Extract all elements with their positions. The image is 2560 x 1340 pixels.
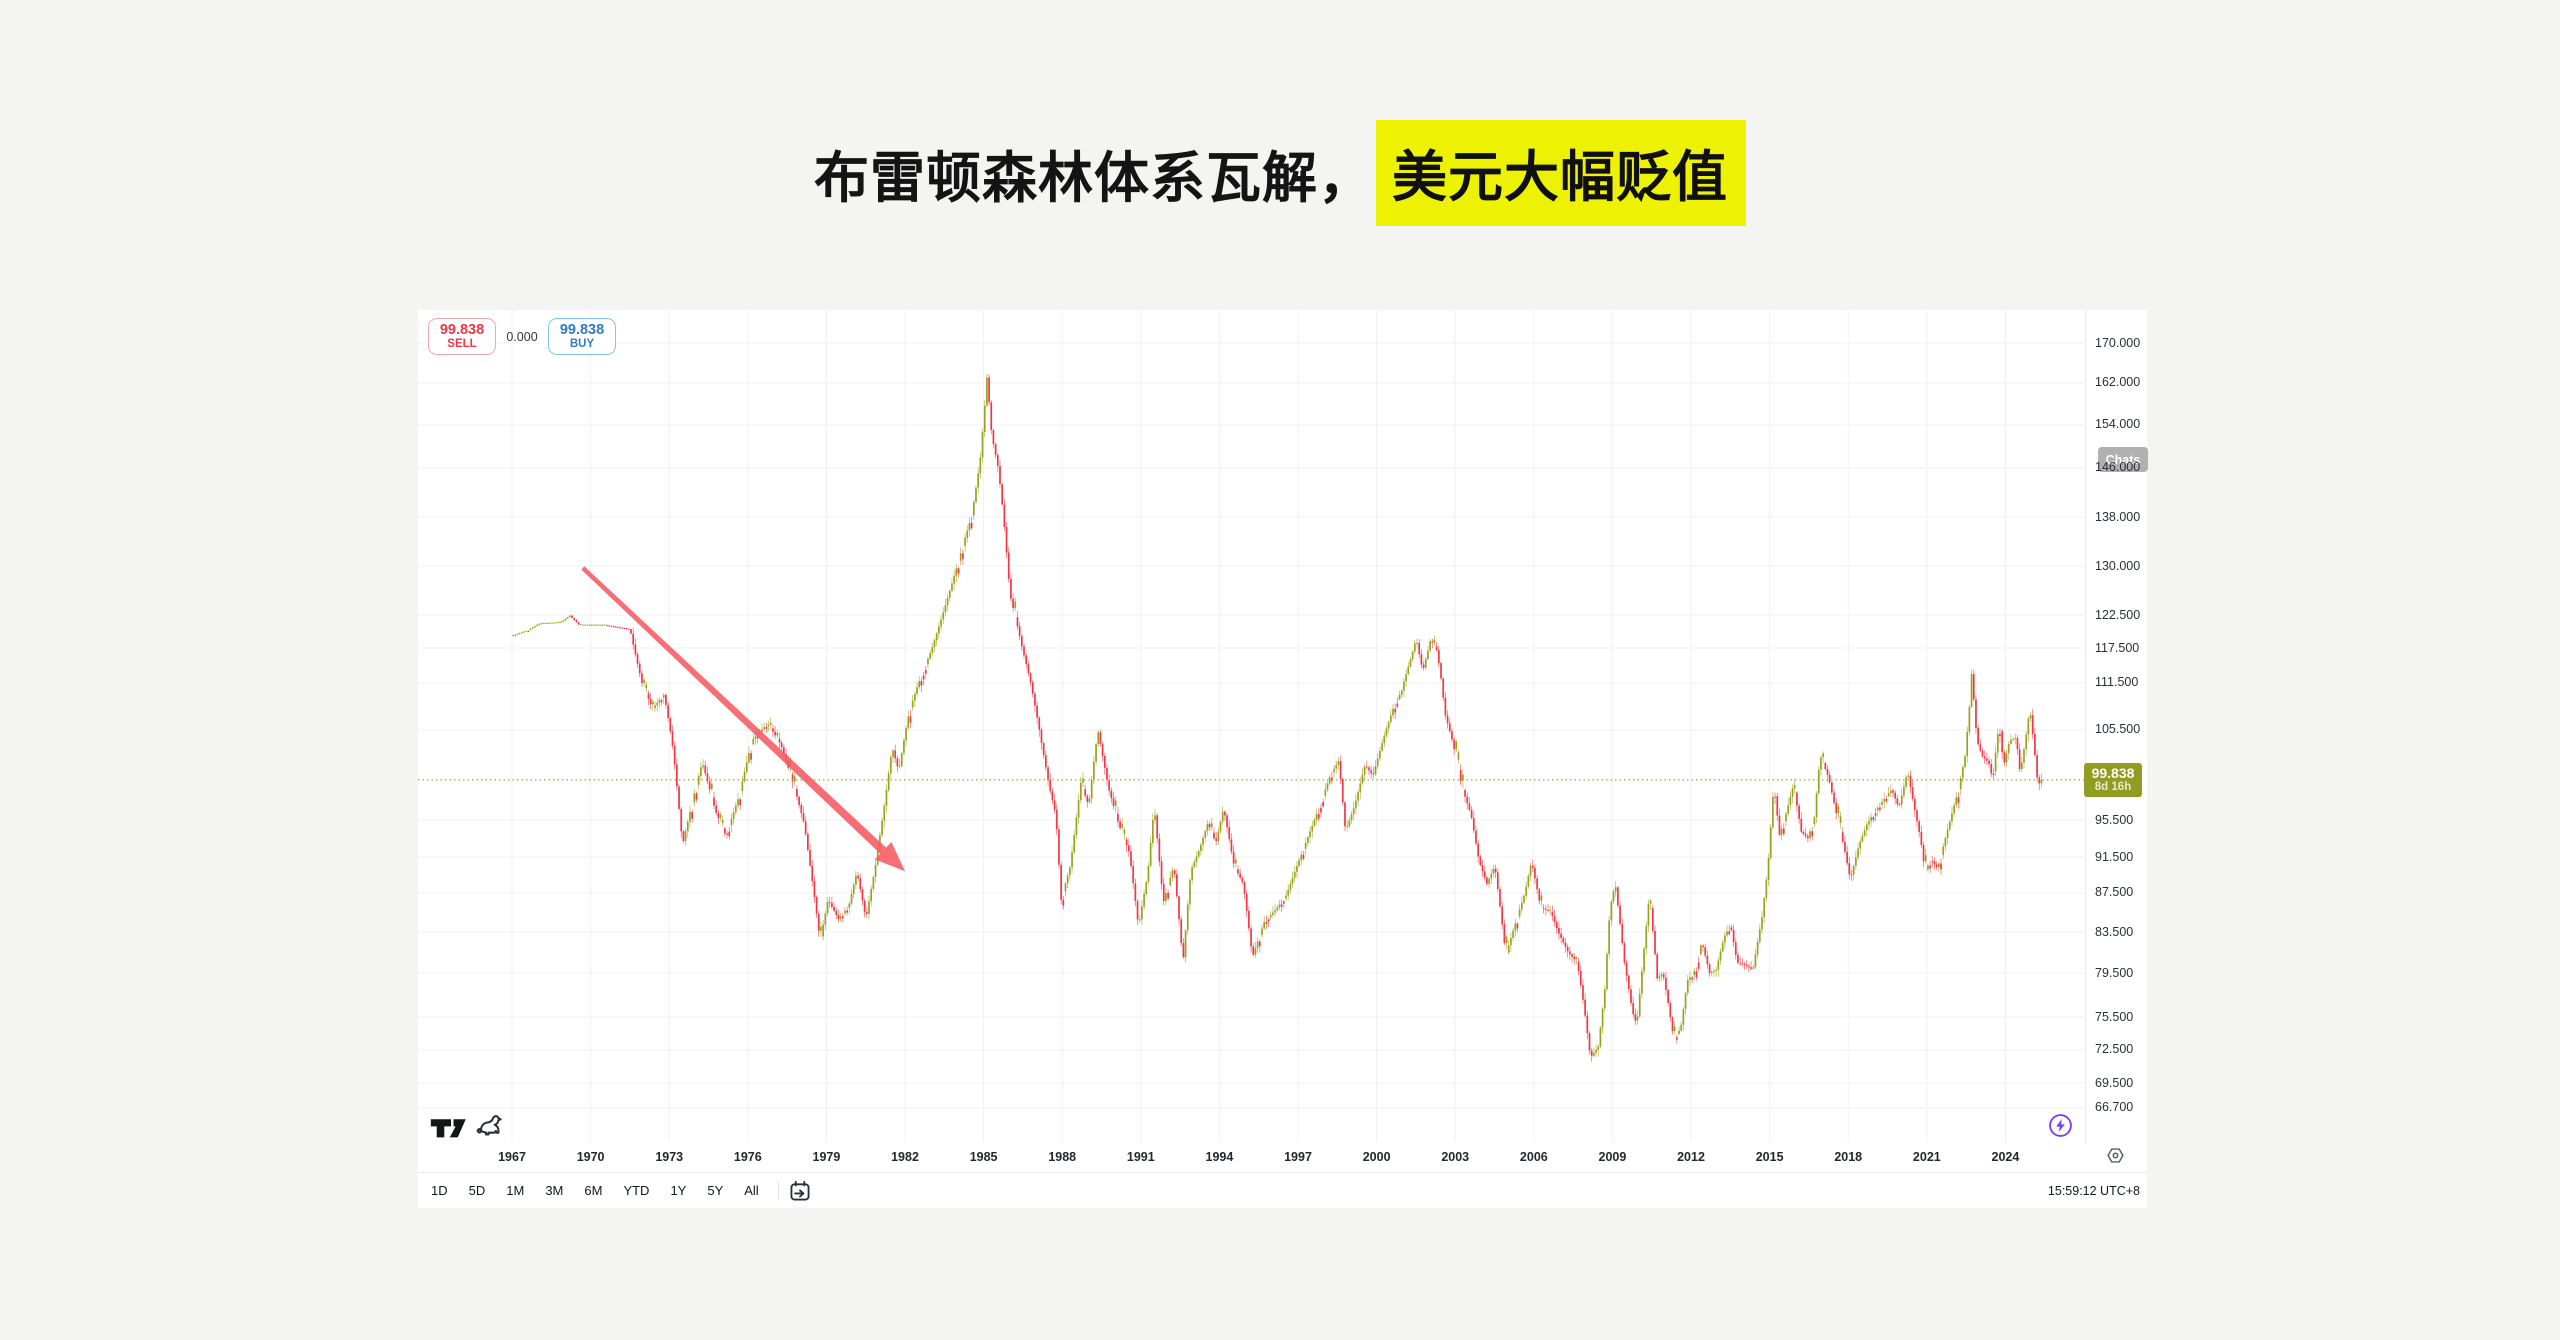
candles-up — [512, 373, 2043, 1058]
range-button-1y[interactable]: 1Y — [670, 1183, 687, 1198]
toolbar-divider — [777, 1182, 779, 1199]
price-tick-label: 95.500 — [2095, 812, 2134, 827]
attribution-row — [430, 1106, 509, 1143]
tradingview-chart-widget: 99.838 SELL 0.000 99.838 BUY Chats 99.83… — [418, 310, 2148, 1208]
spread-value: 0.000 — [506, 329, 538, 344]
bottom-toolbar: 1D 5D 1M 3M 6M YTD 1Y 5Y All 15:59:12 UTC+8 — [418, 1172, 2147, 1208]
price-tick-label: 79.500 — [2095, 965, 2134, 980]
tradingview-logo[interactable] — [430, 1116, 467, 1141]
title-highlight-text: 美元大幅贬值 — [1376, 120, 1747, 226]
price-scale-settings-icon[interactable] — [2106, 1146, 2125, 1165]
go-to-date-icon[interactable] — [789, 1180, 811, 1202]
chats-label: Chats — [2105, 452, 2141, 467]
price-tick-label: 111.500 — [2095, 675, 2139, 690]
range-button-all[interactable]: All — [744, 1183, 759, 1198]
last-price-badge: 99.838 8d 16h — [2084, 762, 2142, 797]
year-tick-label: 1979 — [812, 1150, 841, 1164]
quick-trade-icon[interactable] — [2048, 1113, 2073, 1138]
year-tick-label: 1997 — [1284, 1150, 1312, 1164]
year-tick-label: 2006 — [1519, 1150, 1548, 1164]
price-tick-label: 87.500 — [2095, 885, 2134, 900]
year-tick-label: 1976 — [733, 1150, 762, 1164]
year-tick-label: 1988 — [1048, 1150, 1077, 1164]
price-tick-label: 105.500 — [2095, 722, 2141, 737]
buy-button[interactable]: 99.838 BUY — [548, 318, 616, 355]
range-button-1d[interactable]: 1D — [431, 1183, 448, 1198]
price-tick-label: 75.500 — [2095, 1009, 2134, 1024]
last-price-value: 99.838 — [2091, 764, 2135, 781]
year-tick-label: 1991 — [1126, 1150, 1155, 1164]
price-tick-label: 69.500 — [2095, 1075, 2134, 1090]
grid-lines — [418, 310, 2085, 1142]
range-button-5y[interactable]: 5Y — [707, 1183, 724, 1198]
year-tick-label: 1973 — [655, 1150, 684, 1164]
year-tick-label: 2000 — [1362, 1150, 1391, 1164]
year-tick-label: 2012 — [1677, 1150, 1705, 1164]
candlestick-plot[interactable] — [418, 310, 2085, 1142]
year-tick-label: 1985 — [969, 1150, 998, 1164]
year-tick-label: 2009 — [1598, 1150, 1627, 1164]
price-tick-label: 122.500 — [2095, 607, 2141, 622]
price-tick-label: 72.500 — [2095, 1042, 2134, 1057]
chats-tab[interactable]: Chats — [2098, 447, 2148, 472]
candle-countdown: 8d 16h — [2094, 781, 2132, 794]
price-tick-label: 138.000 — [2095, 509, 2141, 524]
price-tick-label: 130.000 — [2095, 558, 2141, 573]
year-tick-label: 2024 — [1991, 1150, 2020, 1164]
price-axis[interactable]: Chats 99.838 8d 16h 170.000 162.000 154.00… — [2084, 310, 2148, 1142]
range-switcher: 1D 5D 1M 3M 6M YTD 1Y 5Y All — [427, 1181, 776, 1200]
price-tick-label: 117.500 — [2095, 640, 2140, 655]
trend-arrow[interactable] — [581, 566, 906, 872]
year-tick-label: 1994 — [1205, 1150, 1234, 1164]
time-axis[interactable]: 1967 1970 1973 1976 1979 1982 1985 1988 1991 1994… — [418, 1142, 2085, 1172]
year-tick-label: 2015 — [1755, 1150, 1784, 1164]
price-tick-label: 146.000 — [2095, 460, 2141, 475]
range-button-5d[interactable]: 5D — [468, 1183, 486, 1198]
price-tick-label: 154.000 — [2095, 417, 2141, 432]
year-tick-label: 2003 — [1441, 1150, 1470, 1164]
price-tick-label: 83.500 — [2095, 924, 2134, 939]
price-tick-label: 91.500 — [2095, 849, 2134, 864]
clock[interactable]: 15:59:12 UTC+8 — [2047, 1184, 2140, 1198]
year-tick-label: 1970 — [576, 1150, 605, 1164]
price-tick-label: 170.000 — [2095, 335, 2141, 350]
year-tick-label: 1982 — [891, 1150, 919, 1164]
dino-icon — [476, 1115, 502, 1136]
sell-button[interactable]: 99.838 SELL — [428, 318, 496, 355]
sell-label: SELL — [447, 338, 477, 351]
price-tick-label: 66.700 — [2095, 1100, 2134, 1115]
range-button-1m[interactable]: 1M — [506, 1183, 525, 1198]
range-button-3m[interactable]: 3M — [545, 1183, 564, 1198]
year-tick-label: 2018 — [1834, 1150, 1863, 1164]
buy-price: 99.838 — [559, 321, 605, 338]
slide-title: 布雷顿森林体系瓦解， 美元大幅贬值 — [0, 118, 2560, 228]
year-tick-label: 1967 — [498, 1150, 526, 1164]
price-tick-label: 162.000 — [2095, 375, 2141, 390]
range-button-6m[interactable]: 6M — [584, 1183, 603, 1198]
buy-label: BUY — [569, 338, 595, 351]
range-button-ytd[interactable]: YTD — [623, 1183, 650, 1198]
year-tick-label: 2021 — [1912, 1150, 1941, 1164]
trade-panel: 99.838 SELL 0.000 99.838 BUY — [428, 318, 616, 355]
sell-price: 99.838 — [439, 321, 485, 338]
candles-down — [514, 373, 2041, 1062]
title-plain-text: 布雷顿森林体系瓦解， — [813, 147, 1374, 209]
